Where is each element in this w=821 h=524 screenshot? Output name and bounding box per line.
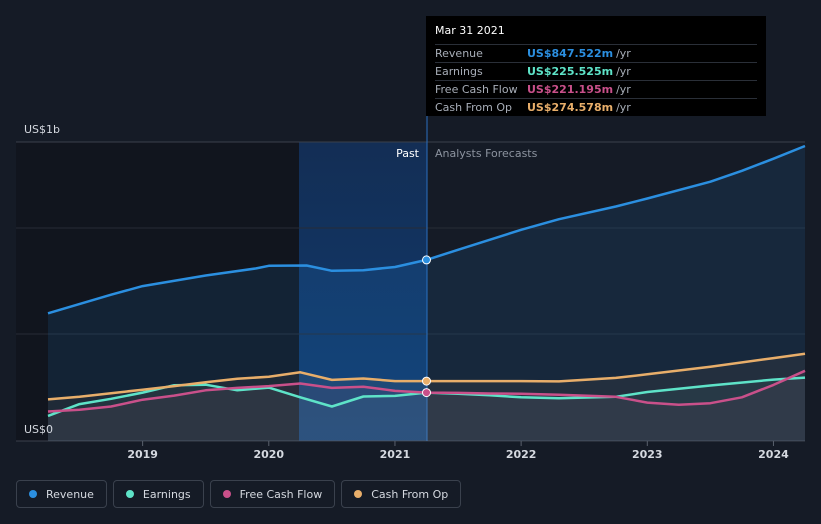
legend: Revenue Earnings Free Cash Flow Cash From O…: [16, 480, 462, 508]
tooltip-series-name: Free Cash Flow: [435, 83, 518, 96]
legend-label: Free Cash Flow: [239, 487, 323, 501]
revenue-area: [48, 146, 805, 441]
legend-item-revenue[interactable]: Revenue: [16, 480, 107, 508]
tooltip-series-value: US$225.525m: [527, 65, 614, 78]
x-tick-label: 2021: [380, 448, 411, 461]
y-axis-bottom-label: US$0: [24, 423, 53, 436]
revenue-marker: [422, 255, 431, 265]
tooltip-date: Mar 31 2021: [435, 24, 505, 37]
free-cash-flow-line: [47, 369, 806, 413]
tooltip-unit: /yr: [616, 101, 631, 114]
tooltip: Mar 31 2021 Revenue US$847.522m/yr Earning…: [426, 16, 766, 116]
free-cash-flow-marker: [422, 388, 431, 398]
legend-dot-icon: [354, 490, 363, 498]
x-tick-label: 2019: [127, 448, 158, 461]
x-tick-label: 2020: [253, 448, 284, 461]
legend-label: Revenue: [46, 487, 94, 501]
y-axis-top-label: US$1b: [24, 123, 60, 136]
tooltip-series-value: US$221.195m: [527, 83, 614, 96]
legend-item-free-cash-flow[interactable]: Free Cash Flow: [209, 480, 336, 508]
past-band: [16, 142, 299, 441]
legend-dot-icon: [222, 490, 231, 498]
cash-from-op-line: [47, 352, 806, 401]
tooltip-unit: /yr: [616, 65, 631, 78]
tooltip-row-cash-from-op: Cash From Op US$274.578m/yr: [435, 98, 757, 116]
legend-dot-icon: [29, 490, 37, 498]
tooltip-unit: /yr: [616, 47, 631, 60]
tooltip-series-name: Cash From Op: [435, 101, 513, 114]
tooltip-series-name: Earnings: [435, 65, 483, 78]
tooltip-row-revenue: Revenue US$847.522m/yr: [435, 44, 757, 62]
legend-item-cash-from-op[interactable]: Cash From Op: [341, 480, 462, 508]
tooltip-series-value: US$274.578m: [527, 101, 614, 114]
legend-label: Earnings: [142, 487, 191, 501]
period-forecast-label: Analysts Forecasts: [435, 147, 538, 160]
legend-item-earnings[interactable]: Earnings: [112, 480, 204, 508]
tooltip-row-earnings: Earnings US$225.525m/yr: [435, 62, 757, 80]
cash-from-op-area: [48, 353, 805, 441]
legend-dot-icon: [125, 490, 134, 498]
period-past-label: Past: [396, 147, 420, 160]
tooltip-unit: /yr: [616, 83, 631, 96]
x-tick-label: 2023: [632, 448, 663, 461]
tooltip-series-name: Revenue: [435, 47, 483, 60]
x-tick-label: 2024: [758, 448, 789, 461]
tooltip-row-free-cash-flow: Free Cash Flow US$221.195m/yr: [435, 80, 757, 98]
x-tick-label: 2022: [506, 448, 537, 461]
tooltip-series-value: US$847.522m: [527, 47, 614, 60]
cash-from-op-marker: [422, 376, 431, 386]
legend-label: Cash From Op: [371, 487, 449, 501]
earnings-area: [48, 377, 805, 441]
